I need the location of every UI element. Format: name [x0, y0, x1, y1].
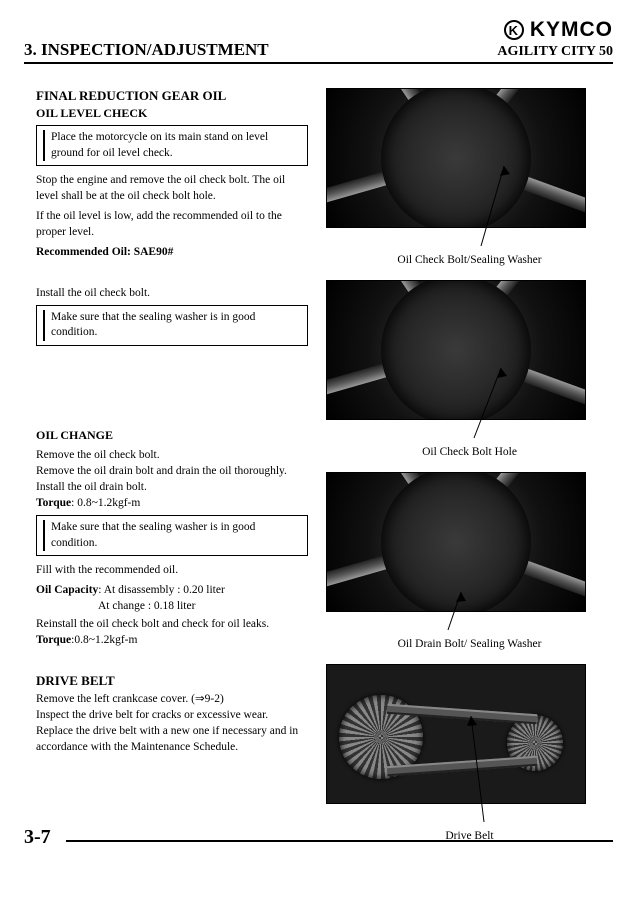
spacer [36, 265, 308, 285]
page-number: 3-7 [24, 826, 57, 849]
paragraph: Inspect the drive belt for cracks or exc… [36, 707, 308, 723]
figure-caption: Oil Drain Bolt/ Sealing Washer [326, 638, 613, 650]
header-right: K KYMCO AGILITY CITY 50 [297, 18, 613, 64]
note-bar-icon [43, 310, 45, 341]
paragraph: Install the oil check bolt. [36, 285, 308, 301]
footer-rule [66, 840, 613, 842]
figure-oil-check-hole: Oil Check Bolt Hole [326, 280, 613, 458]
ref-arrow-icon: ⇒ [195, 693, 205, 705]
note-bar-icon [43, 130, 45, 161]
paragraph: Remove the oil check bolt. [36, 447, 308, 463]
spacer [36, 380, 308, 408]
note-text: Place the motorcycle on its main stand o… [51, 130, 301, 161]
section-title-gear-oil: FINAL REDUCTION GEAR OIL [36, 88, 308, 104]
note-box-sealing-washer-1: Make sure that the sealing washer is in … [36, 305, 308, 346]
figure-image [326, 280, 586, 420]
spacer [36, 352, 308, 380]
chapter-header: 3. INSPECTION/ADJUSTMENT [24, 40, 297, 64]
oil-capacity-line-1: Oil Capacity: At disassembly : 0.20 lite… [36, 582, 308, 598]
note-box-level-check: Place the motorcycle on its main stand o… [36, 125, 308, 166]
paragraph: Install the oil drain bolt. [36, 479, 308, 495]
paragraph: If the oil level is low, add the recomme… [36, 208, 308, 240]
figure-caption: Oil Check Bolt Hole [326, 446, 613, 458]
brand-block: K KYMCO [504, 18, 613, 42]
paragraph: Replace the drive belt with a new one if… [36, 723, 308, 755]
subsection-title-level-check: OIL LEVEL CHECK [36, 106, 308, 121]
model-name: AGILITY CITY 50 [297, 44, 613, 64]
content-columns: FINAL REDUCTION GEAR OIL OIL LEVEL CHECK… [24, 88, 613, 842]
brand-name: KYMCO [530, 18, 613, 42]
figure-image [326, 472, 586, 612]
spacer [36, 408, 308, 428]
figure-drive-belt: Drive Belt [326, 664, 613, 842]
page-footer: 3-7 [24, 840, 613, 842]
page-root: 3. INSPECTION/ADJUSTMENT K KYMCO AGILITY… [0, 0, 637, 860]
paragraph: Fill with the recommended oil. [36, 562, 308, 578]
section-title-drive-belt: DRIVE BELT [36, 673, 308, 689]
paragraph: Remove the left crankcase cover. (⇒9-2) [36, 691, 308, 707]
text-column: FINAL REDUCTION GEAR OIL OIL LEVEL CHECK… [36, 88, 308, 842]
torque-spec-1: Torque: 0.8~1.2kgf-m [36, 495, 308, 511]
note-text: Make sure that the sealing washer is in … [51, 310, 301, 341]
paragraph: Reinstall the oil check bolt and check f… [36, 616, 308, 632]
torque-spec-2: Torque:0.8~1.2kgf-m [36, 632, 308, 648]
subsection-title-oil-change: OIL CHANGE [36, 428, 308, 443]
figure-image [326, 88, 586, 228]
figure-image [326, 664, 586, 804]
note-bar-icon [43, 520, 45, 551]
paragraph: Stop the engine and remove the oil check… [36, 172, 308, 204]
spacer [36, 653, 308, 673]
kymco-logo-icon: K [504, 20, 524, 40]
paragraph: Remove the oil drain bolt and drain the … [36, 463, 308, 479]
figure-oil-check-bolt: Oil Check Bolt/Sealing Washer [326, 88, 613, 266]
chapter-number: 3. [24, 40, 37, 59]
figure-oil-drain-bolt: Oil Drain Bolt/ Sealing Washer [326, 472, 613, 650]
recommended-oil-spec: Recommended Oil: SAE90# [36, 244, 308, 260]
note-box-sealing-washer-2: Make sure that the sealing washer is in … [36, 515, 308, 556]
note-text: Make sure that the sealing washer is in … [51, 520, 301, 551]
oil-capacity-line-2: At change : 0.18 liter [98, 598, 308, 614]
figure-caption: Oil Check Bolt/Sealing Washer [326, 254, 613, 266]
chapter-title: INSPECTION/ADJUSTMENT [41, 40, 269, 59]
figure-column: Oil Check Bolt/Sealing Washer [326, 88, 613, 842]
page-header: 3. INSPECTION/ADJUSTMENT K KYMCO AGILITY… [24, 18, 613, 64]
